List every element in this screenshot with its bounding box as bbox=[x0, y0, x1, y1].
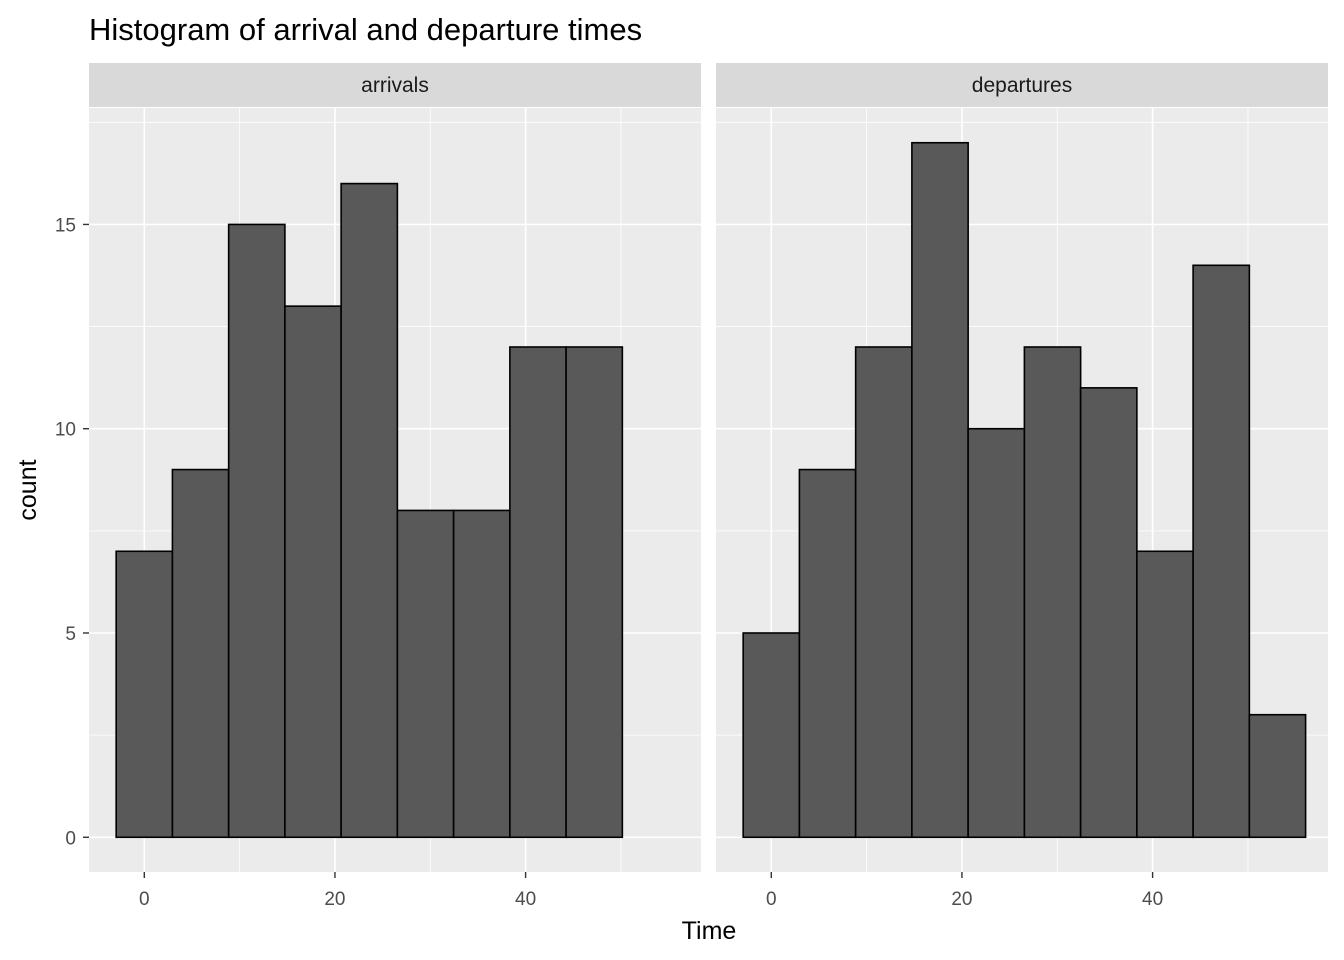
histogram-bar bbox=[1079, 387, 1138, 839]
y-axis-title: count bbox=[14, 459, 42, 520]
x-axis-title: Time bbox=[682, 917, 737, 945]
x-tick-label: 20 bbox=[951, 889, 972, 910]
histogram-bar bbox=[340, 182, 399, 839]
x-tick-label: 40 bbox=[1142, 889, 1163, 910]
facet-strip-label: departures bbox=[972, 74, 1072, 97]
x-tick-label: 20 bbox=[324, 889, 345, 910]
histogram-bar bbox=[565, 346, 624, 839]
facet-panels: arrivals 0 20 40 0 5 10 15 departures 0 20 40 bbox=[55, 63, 1328, 910]
y-tick-label: 0 bbox=[65, 828, 76, 849]
y-tick-label: 10 bbox=[55, 420, 76, 441]
histogram-bar bbox=[509, 346, 567, 839]
histogram-bar bbox=[1136, 550, 1194, 839]
histogram-bar bbox=[854, 346, 913, 839]
histogram-bar bbox=[171, 468, 230, 839]
facet-strip bbox=[716, 63, 1328, 107]
facet-panel-departures: departures 0 20 40 bbox=[716, 63, 1328, 910]
histogram-bar bbox=[452, 509, 511, 839]
facet-panel-arrivals: arrivals 0 20 40 0 5 10 15 bbox=[55, 63, 701, 910]
histogram-bar bbox=[115, 550, 174, 839]
x-tick-label: 0 bbox=[139, 889, 150, 910]
histogram-bar bbox=[1023, 346, 1082, 839]
histogram-bar bbox=[1192, 264, 1251, 839]
histogram-bar bbox=[911, 141, 969, 839]
histogram-bar bbox=[227, 223, 286, 839]
histogram-bar bbox=[798, 468, 857, 839]
x-tick-label: 0 bbox=[766, 889, 777, 910]
histogram-bar bbox=[742, 632, 801, 839]
chart-title: Histogram of arrival and departure times bbox=[89, 12, 642, 47]
histogram-bar bbox=[967, 427, 1026, 839]
x-tick-label: 40 bbox=[515, 889, 536, 910]
facet-strip bbox=[89, 63, 701, 107]
facet-strip-label: arrivals bbox=[361, 74, 429, 97]
y-tick-label: 15 bbox=[55, 215, 76, 236]
histogram-bar bbox=[284, 305, 342, 839]
y-tick-label: 5 bbox=[65, 624, 76, 645]
histogram-bar bbox=[396, 509, 455, 839]
histogram-bar bbox=[1248, 713, 1307, 839]
